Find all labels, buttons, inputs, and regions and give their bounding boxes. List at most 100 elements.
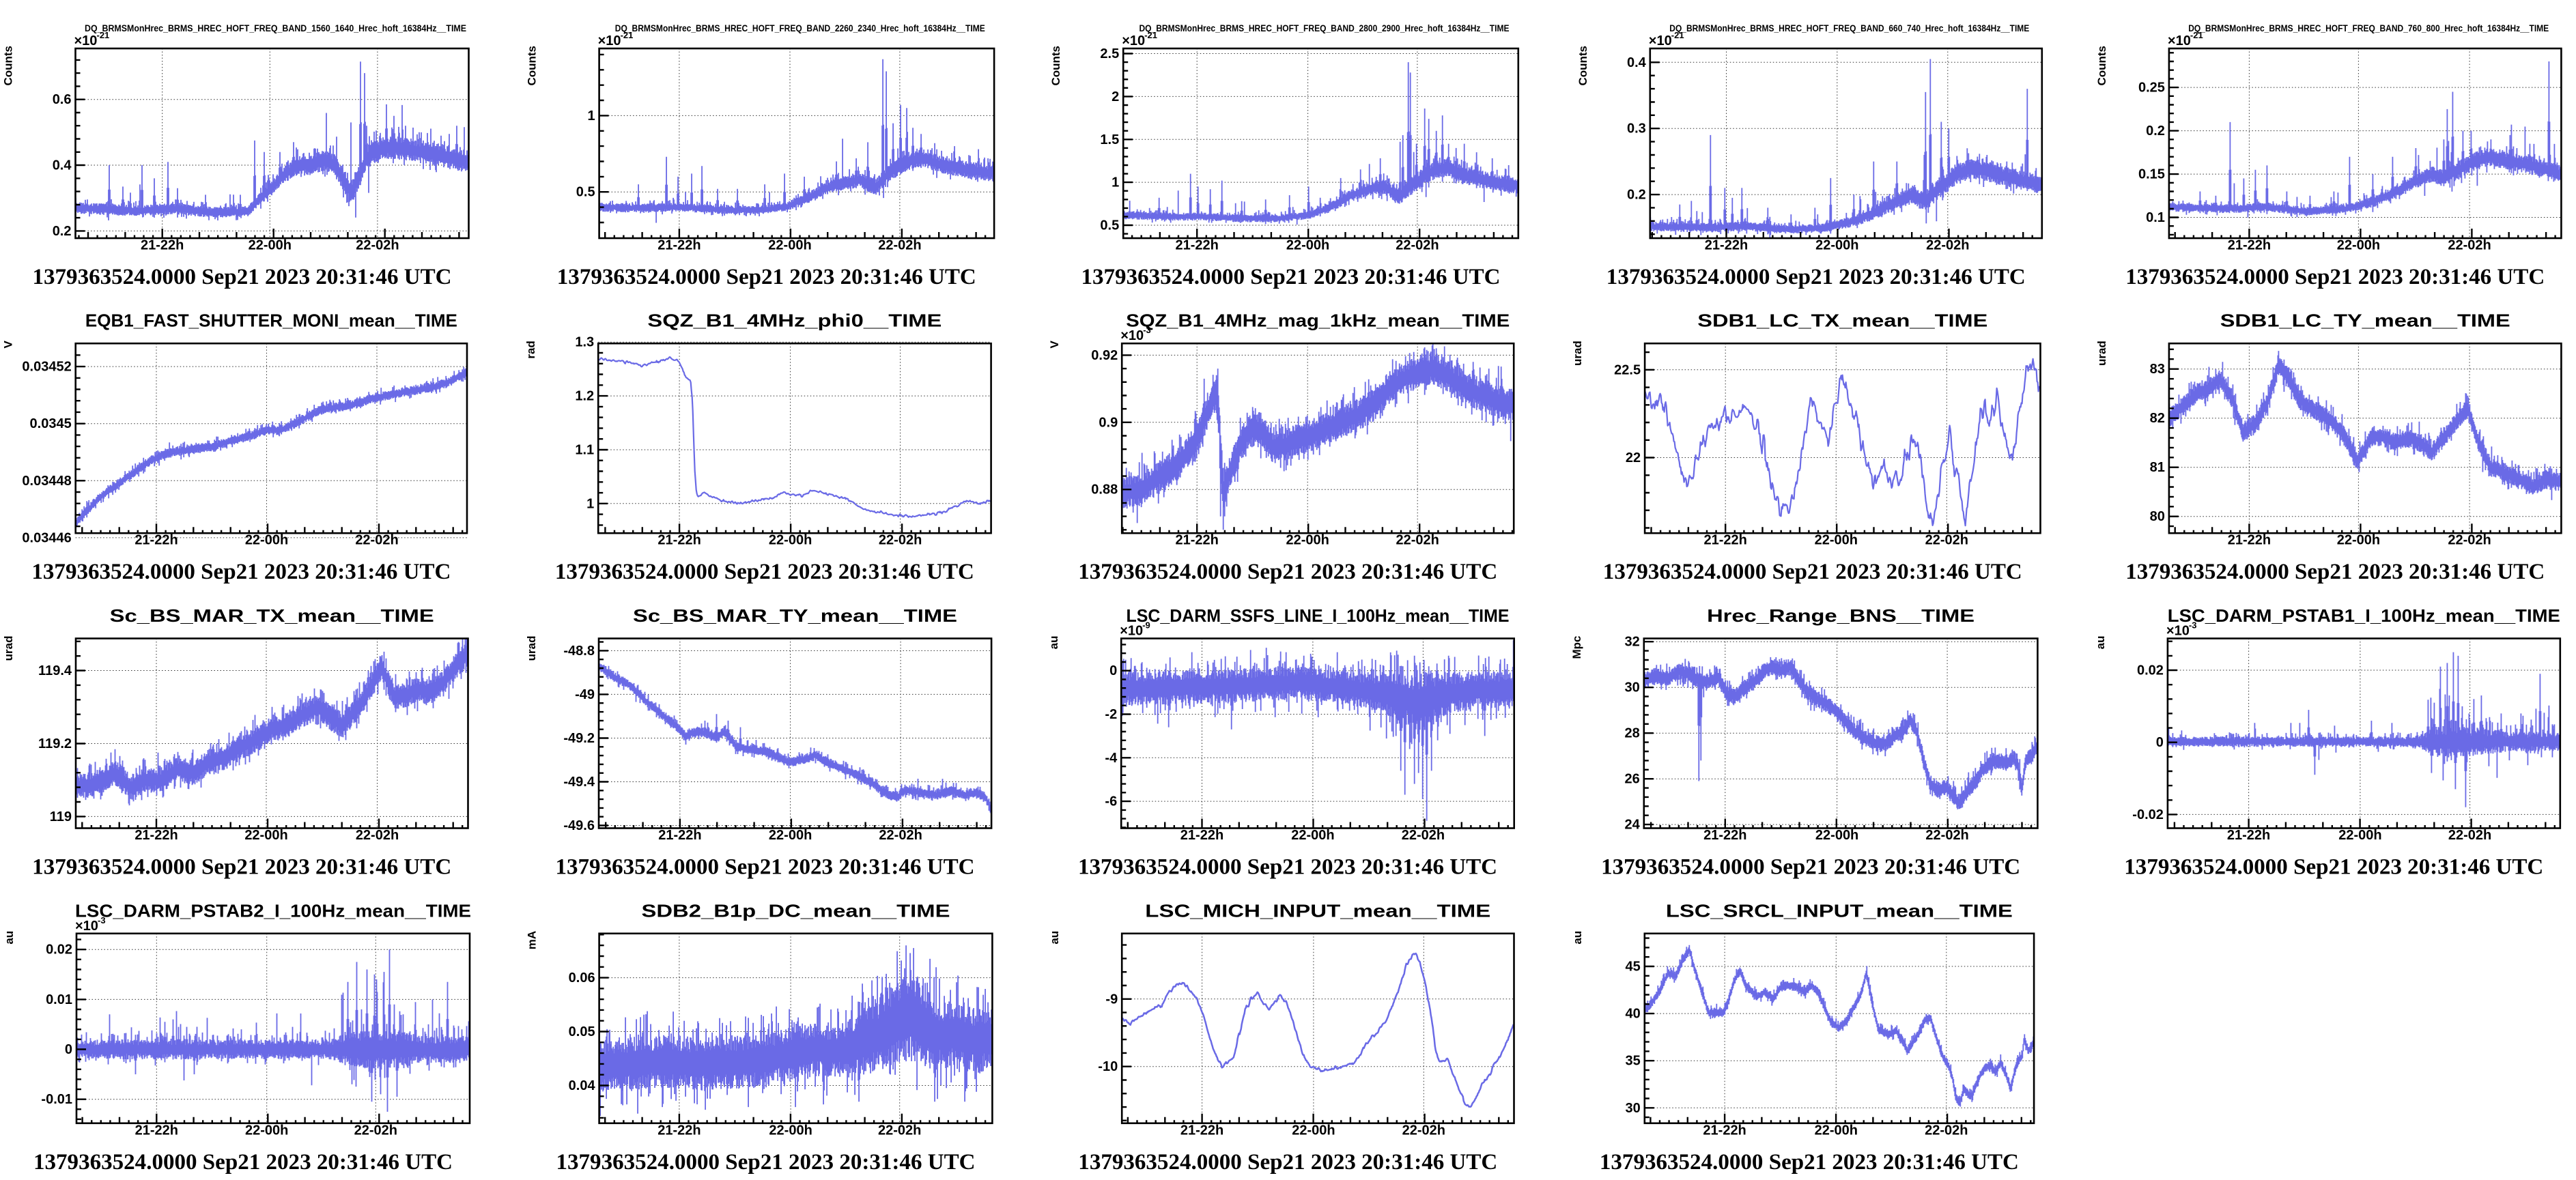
svg-text:Counts: Counts (2095, 46, 2108, 86)
svg-text:LSC_DARM_SSFS_LINE_I_100Hz_mea: LSC_DARM_SSFS_LINE_I_100Hz_mean__TIME (1127, 605, 1510, 626)
svg-text:-21: -21 (1144, 30, 1157, 40)
svg-text:LSC_DARM_PSTAB2_I_100Hz_mean__: LSC_DARM_PSTAB2_I_100Hz_mean__TIME (75, 900, 471, 921)
svg-text:22-02h: 22-02h (356, 828, 399, 843)
svg-text:1.1: 1.1 (575, 443, 594, 458)
svg-text:×10: ×10 (1120, 328, 1144, 343)
svg-text:45: 45 (1626, 960, 1641, 975)
svg-text:1379363524.0000 Sep21 2023 20:: 1379363524.0000 Sep21 2023 20:31:46 UTC (32, 855, 451, 880)
svg-text:1379363524.0000 Sep21 2023 20:: 1379363524.0000 Sep21 2023 20:31:46 UTC (1600, 1150, 2019, 1175)
svg-text:1379363524.0000 Sep21 2023 20:: 1379363524.0000 Sep21 2023 20:31:46 UTC (1081, 265, 1501, 289)
svg-text:Counts: Counts (526, 46, 539, 86)
svg-text:DQ_BRMSMonHrec_BRMS_HREC_HOFT_: DQ_BRMSMonHrec_BRMS_HREC_HOFT_FREQ_BAND_… (85, 23, 466, 33)
svg-text:-21: -21 (621, 30, 634, 40)
svg-text:×10: ×10 (1122, 33, 1145, 48)
svg-text:0.1: 0.1 (2146, 210, 2165, 225)
svg-text:1379363524.0000 Sep21 2023 20:: 1379363524.0000 Sep21 2023 20:31:46 UTC (1078, 855, 1497, 880)
svg-text:0.05: 0.05 (569, 1024, 595, 1039)
svg-text:1379363524.0000 Sep21 2023 20:: 1379363524.0000 Sep21 2023 20:31:46 UTC (557, 265, 976, 289)
svg-text:Counts: Counts (1576, 46, 1589, 86)
svg-text:22-02h: 22-02h (878, 1123, 921, 1138)
svg-text:DQ_BRMSMonHrec_BRMS_HREC_HOFT_: DQ_BRMSMonHrec_BRMS_HREC_HOFT_FREQ_BAND_… (1669, 23, 2029, 33)
svg-text:22-00h: 22-00h (769, 1123, 812, 1138)
svg-text:1379363524.0000 Sep21 2023 20:: 1379363524.0000 Sep21 2023 20:31:46 UTC (1607, 265, 2026, 289)
svg-text:1: 1 (587, 109, 595, 124)
svg-text:×10: ×10 (598, 33, 621, 48)
svg-text:SDB1_LC_TY_mean__TIME: SDB1_LC_TY_mean__TIME (2220, 311, 2510, 331)
svg-text:2: 2 (1112, 89, 1119, 104)
svg-text:-21: -21 (2190, 30, 2203, 40)
svg-text:22-00h: 22-00h (1815, 533, 1858, 548)
svg-text:22-00h: 22-00h (2338, 828, 2381, 843)
svg-text:mA: mA (526, 931, 539, 949)
svg-text:28: 28 (1625, 726, 1640, 741)
svg-text:30: 30 (1625, 680, 1640, 695)
svg-text:1: 1 (1112, 175, 1119, 190)
svg-text:×10: ×10 (75, 919, 98, 934)
svg-text:×10: ×10 (2166, 624, 2190, 639)
svg-text:26: 26 (1625, 772, 1640, 787)
svg-text:22-02h: 22-02h (2448, 828, 2491, 843)
svg-text:1379363524.0000 Sep21 2023 20:: 1379363524.0000 Sep21 2023 20:31:46 UTC (2125, 560, 2545, 584)
svg-text:SQZ_B1_4MHz_mag_1kHz_mean__TIM: SQZ_B1_4MHz_mag_1kHz_mean__TIME (1126, 311, 1510, 331)
svg-text:80: 80 (2150, 509, 2165, 524)
svg-text:24: 24 (1625, 818, 1641, 833)
svg-text:0.03448: 0.03448 (22, 474, 71, 489)
svg-text:DQ_BRMSMonHrec_BRMS_HREC_HOFT_: DQ_BRMSMonHrec_BRMS_HREC_HOFT_FREQ_BAND_… (2188, 23, 2549, 33)
svg-text:119.4: 119.4 (38, 663, 72, 678)
svg-text:82: 82 (2150, 411, 2165, 426)
svg-text:22-02h: 22-02h (356, 238, 399, 253)
svg-text:-49.6: -49.6 (563, 818, 595, 833)
svg-text:40: 40 (1626, 1007, 1641, 1022)
svg-text:Mpc: Mpc (1570, 636, 1583, 659)
svg-text:30: 30 (1626, 1101, 1641, 1116)
svg-text:LSC_MICH_INPUT_mean__TIME: LSC_MICH_INPUT_mean__TIME (1145, 900, 1490, 921)
svg-text:0.6: 0.6 (53, 92, 72, 107)
svg-text:-10: -10 (1098, 1059, 1118, 1074)
svg-text:-49.2: -49.2 (563, 731, 595, 746)
svg-text:22-00h: 22-00h (768, 238, 811, 253)
svg-text:21-22h: 21-22h (1703, 828, 1746, 843)
svg-text:21-22h: 21-22h (657, 238, 700, 253)
svg-text:-3: -3 (2189, 620, 2197, 631)
svg-text:1379363524.0000 Sep21 2023 20:: 1379363524.0000 Sep21 2023 20:31:46 UTC (1601, 855, 2020, 880)
svg-text:0: 0 (1109, 663, 1117, 678)
svg-text:Sc_BS_MAR_TY_mean__TIME: Sc_BS_MAR_TY_mean__TIME (633, 605, 957, 626)
svg-text:22-02h: 22-02h (879, 828, 922, 843)
svg-text:-9: -9 (1142, 620, 1150, 631)
svg-text:0.3: 0.3 (1627, 121, 1646, 136)
svg-text:1.5: 1.5 (1100, 132, 1119, 147)
svg-text:21-22h: 21-22h (1705, 238, 1748, 253)
svg-text:1379363524.0000 Sep21 2023 20:: 1379363524.0000 Sep21 2023 20:31:46 UTC (31, 560, 451, 584)
svg-text:21-22h: 21-22h (1180, 1123, 1223, 1138)
svg-text:21-22h: 21-22h (657, 1123, 700, 1138)
svg-text:22-00h: 22-00h (245, 1123, 288, 1138)
svg-text:21-22h: 21-22h (141, 238, 184, 253)
svg-text:22-02h: 22-02h (355, 533, 398, 548)
svg-text:22-02h: 22-02h (1925, 828, 1968, 843)
svg-text:22-02h: 22-02h (2448, 533, 2491, 548)
svg-text:0.25: 0.25 (2138, 81, 2165, 96)
svg-text:1.3: 1.3 (575, 335, 594, 350)
svg-text:22-02h: 22-02h (1396, 533, 1439, 548)
svg-text:21-22h: 21-22h (135, 1123, 178, 1138)
svg-text:32: 32 (1625, 635, 1640, 650)
svg-text:V: V (1048, 341, 1061, 349)
svg-text:0.2: 0.2 (2146, 124, 2165, 139)
svg-text:22-02h: 22-02h (879, 533, 922, 548)
svg-text:22-02h: 22-02h (1926, 238, 1969, 253)
svg-text:22-00h: 22-00h (1815, 828, 1858, 843)
svg-text:1379363524.0000 Sep21 2023 20:: 1379363524.0000 Sep21 2023 20:31:46 UTC (1078, 1150, 1497, 1175)
svg-text:1379363524.0000 Sep21 2023 20:: 1379363524.0000 Sep21 2023 20:31:46 UTC (556, 1150, 975, 1175)
svg-text:21-22h: 21-22h (1176, 533, 1219, 548)
svg-text:21-22h: 21-22h (1703, 1123, 1746, 1138)
svg-text:22-00h: 22-00h (249, 238, 292, 253)
svg-text:0.01: 0.01 (46, 992, 72, 1007)
svg-text:0.0345: 0.0345 (30, 416, 72, 431)
svg-text:22-00h: 22-00h (1292, 1123, 1335, 1138)
svg-text:0.9: 0.9 (1099, 415, 1118, 430)
svg-text:Sc_BS_MAR_TX_mean__TIME: Sc_BS_MAR_TX_mean__TIME (110, 605, 434, 626)
svg-text:21-22h: 21-22h (2228, 533, 2271, 548)
svg-text:1: 1 (586, 496, 594, 511)
svg-text:SDB1_LC_TX_mean__TIME: SDB1_LC_TX_mean__TIME (1697, 311, 1987, 331)
svg-text:1379363524.0000 Sep21 2023 20:: 1379363524.0000 Sep21 2023 20:31:46 UTC (1078, 560, 1497, 584)
